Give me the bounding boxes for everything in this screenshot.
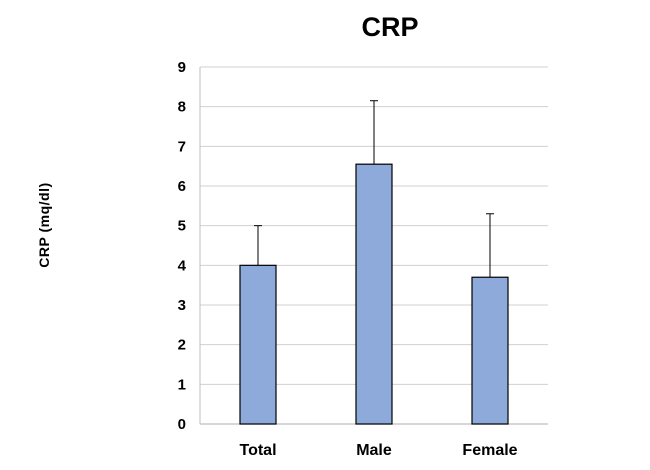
bar	[471, 276, 509, 425]
y-axis-ticks: 0 1 2 3 4 5 6 7 8 9	[178, 59, 187, 433]
chart-title: CRP	[361, 12, 419, 42]
y-tick-label: 3	[178, 297, 186, 314]
bars	[239, 163, 509, 425]
x-axis-labels: Total Male Female	[239, 442, 517, 459]
error-bars	[254, 100, 494, 278]
x-tick-label: Female	[462, 442, 517, 459]
y-tick-label: 6	[178, 178, 186, 195]
bar	[355, 163, 393, 425]
x-tick-label: Male	[356, 442, 392, 459]
x-tick-label: Total	[239, 442, 276, 459]
y-tick-label: 2	[178, 337, 186, 354]
y-tick-label: 7	[178, 138, 186, 155]
y-tick-label: 8	[178, 99, 186, 116]
y-tick-label: 1	[178, 376, 186, 393]
bar	[239, 264, 277, 425]
y-tick-label: 0	[178, 416, 186, 433]
y-tick-label: 5	[178, 218, 186, 235]
y-tick-label: 4	[178, 257, 187, 274]
y-tick-label: 9	[178, 59, 186, 76]
